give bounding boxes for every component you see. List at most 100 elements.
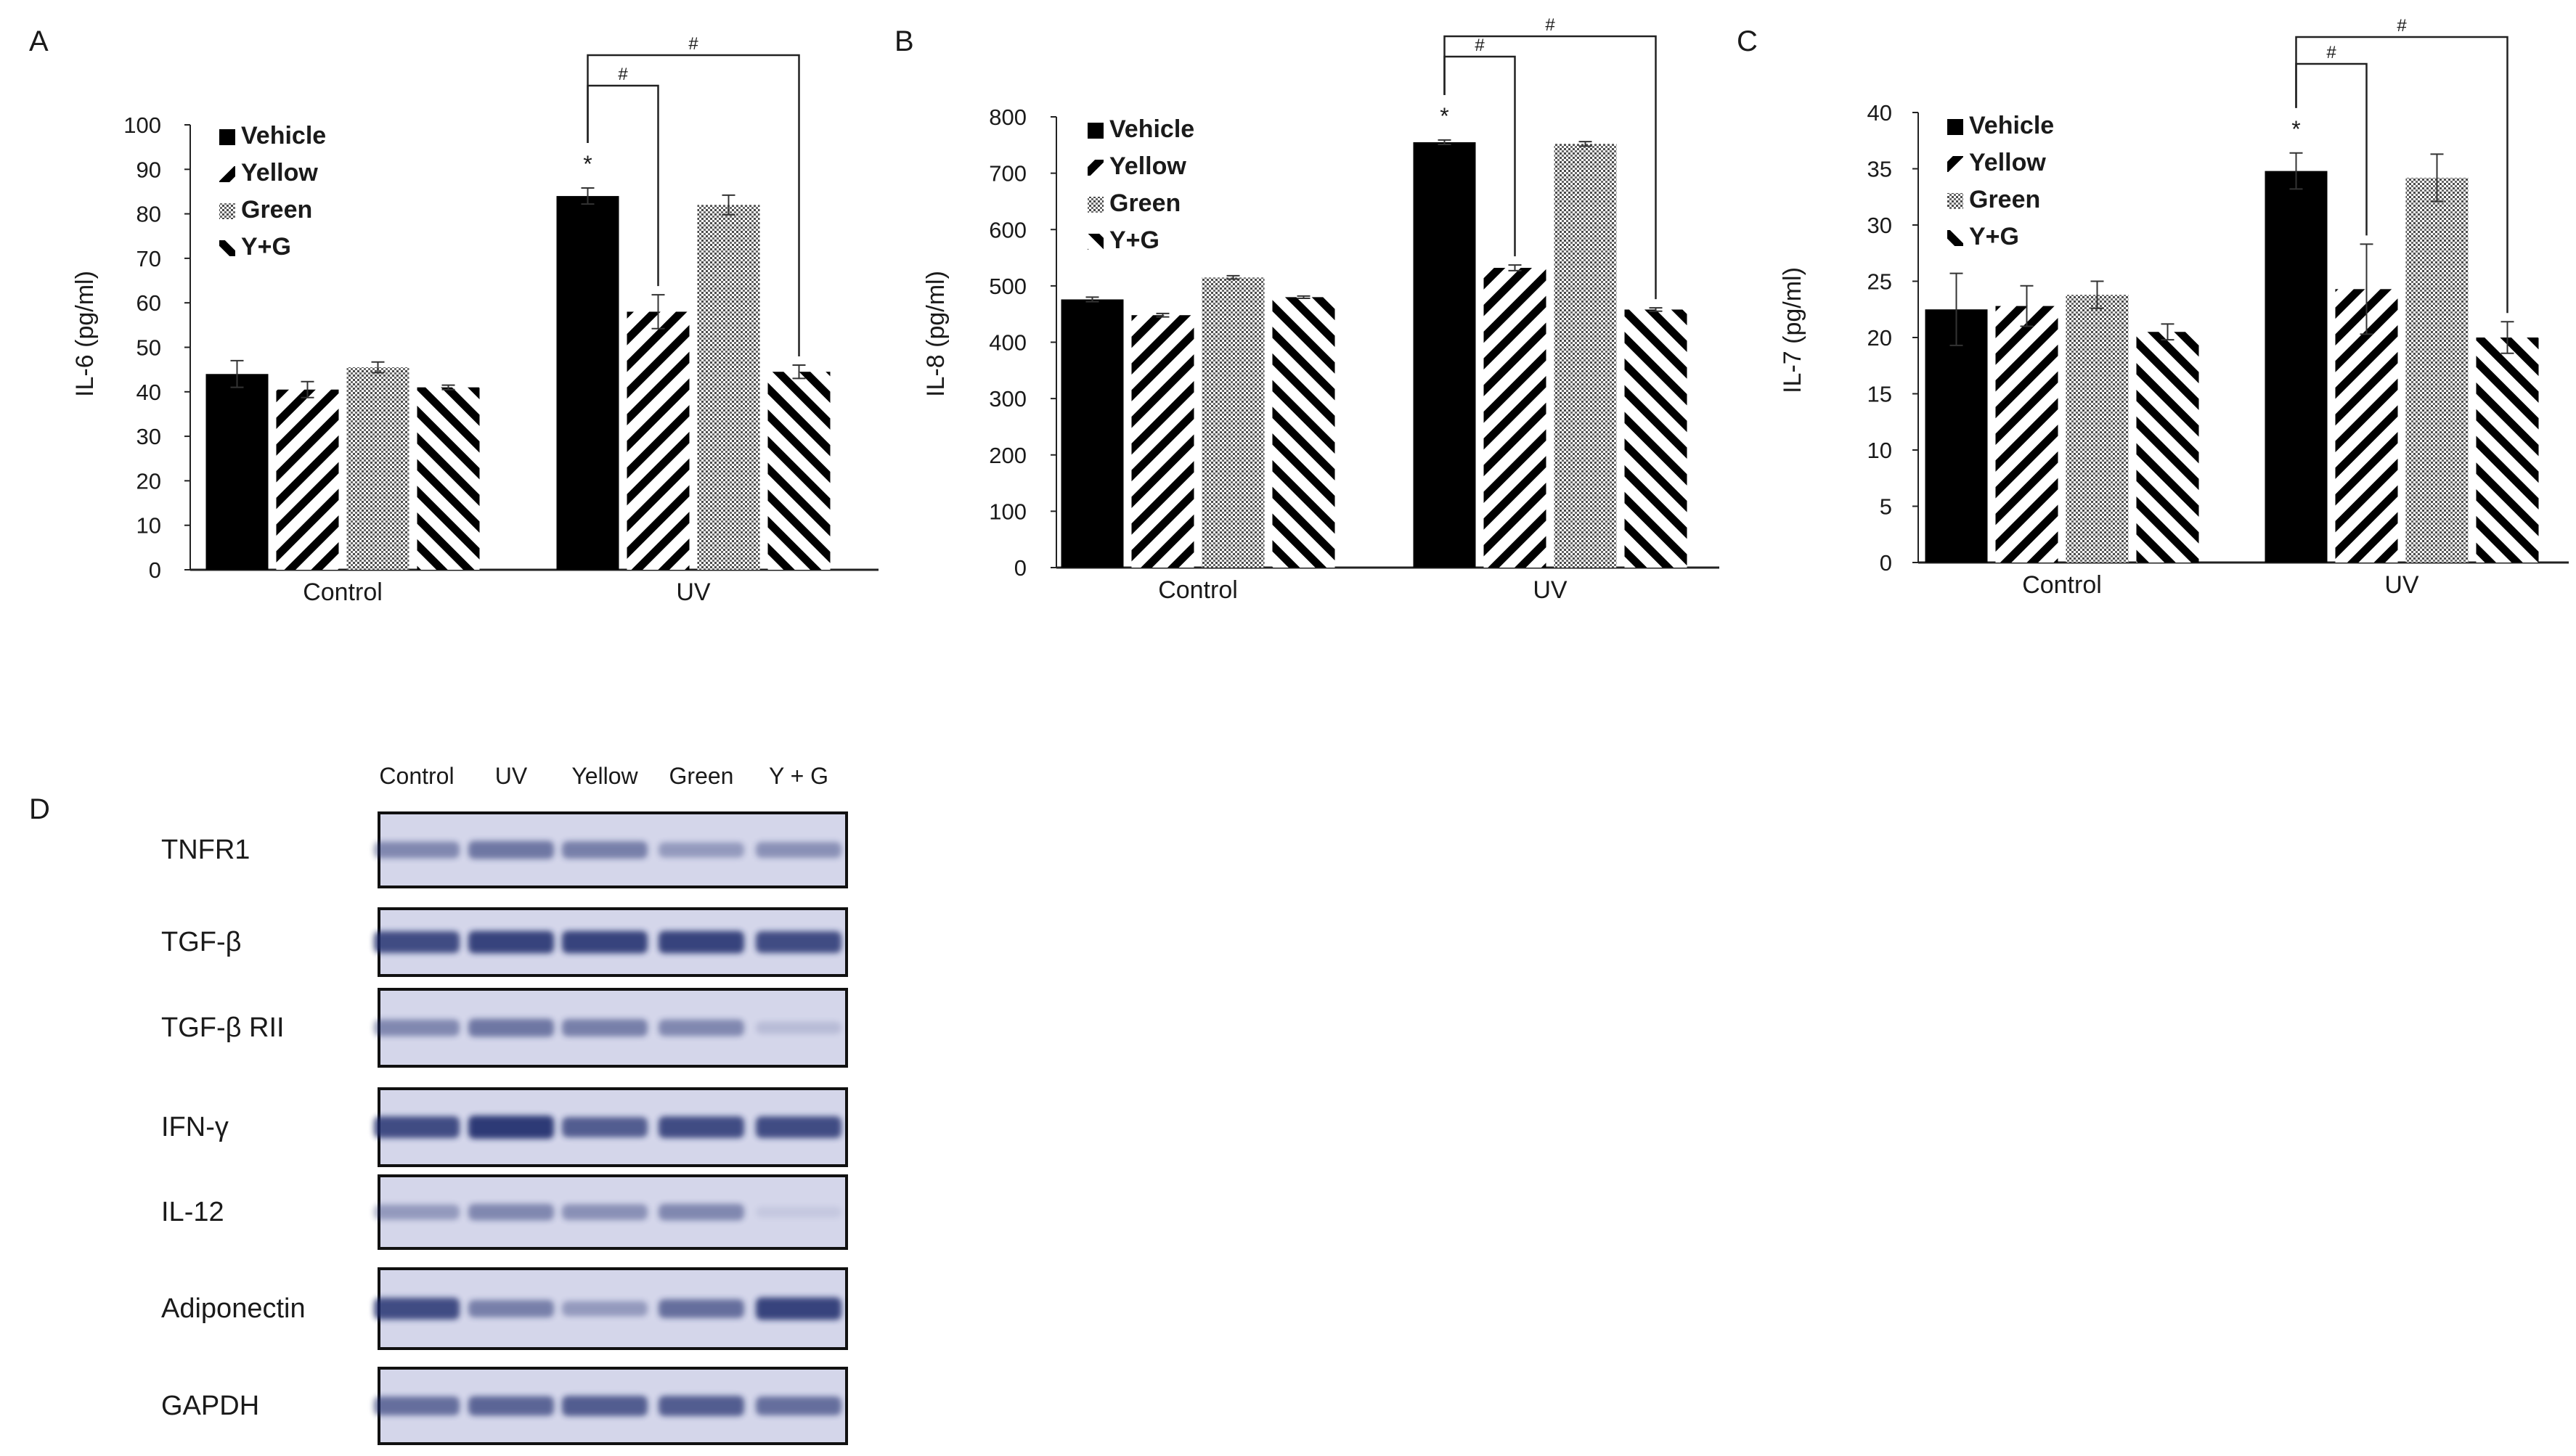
blot-row: TGF-β	[161, 907, 848, 977]
y-tick-label: 5	[1880, 494, 1892, 520]
bar-y-g	[767, 372, 831, 570]
panel-label: C	[1737, 25, 1758, 57]
blot-rows: TNFR1 TGF-β TGF-β RII IFN-γ IL-12 Adiponectin…	[161, 811, 848, 1445]
blot-band	[659, 931, 744, 954]
bracket-label: #	[2326, 43, 2336, 62]
y-tick-label: 700	[989, 161, 1027, 187]
y-tick-label: 100	[123, 113, 161, 138]
legend-label: Y+G	[241, 233, 291, 261]
blot-band	[659, 1116, 744, 1138]
blot-band	[468, 931, 554, 954]
y-tick-label: 300	[989, 386, 1027, 412]
legend-item-green: Green	[1088, 189, 1181, 217]
blot-band	[374, 1116, 460, 1138]
blot-band	[468, 1396, 554, 1416]
blot-band	[374, 841, 460, 859]
blot-row: GAPDH	[161, 1367, 848, 1445]
legend-swatch	[1947, 119, 1963, 135]
bar-yellow	[1483, 268, 1546, 568]
y-tick-label: 30	[136, 424, 161, 449]
significance-star: *	[583, 151, 592, 177]
lane-label: Green	[669, 763, 734, 789]
y-tick-label: 20	[136, 468, 161, 494]
panel-label: B	[894, 25, 914, 57]
bar-y-g	[1272, 297, 1335, 568]
bracket-label: #	[2397, 16, 2407, 36]
chart-panel-a: A IL-6 (pg/ml) 0 10 20 30 40 50 60 70 80 90 100 Con…	[29, 25, 879, 606]
bracket-line	[587, 54, 800, 357]
blot-row-label: IFN-γ	[161, 1112, 229, 1142]
blot-band	[756, 1116, 841, 1138]
bracket-label: #	[618, 65, 628, 84]
bracket-label: #	[688, 34, 698, 54]
significance-star: *	[2291, 116, 2300, 142]
blot-band	[659, 1299, 744, 1318]
y-tick-label: 80	[136, 202, 161, 227]
legend-label: Yellow	[241, 159, 318, 187]
bar-vehicle	[2265, 171, 2328, 563]
legend-label: Vehicle	[1969, 112, 2054, 139]
bar-vehicle	[1061, 299, 1124, 568]
legend-label: Yellow	[1969, 149, 2046, 176]
blot-band	[468, 1116, 554, 1139]
bar-yellow	[276, 389, 339, 570]
bar-vehicle	[556, 196, 619, 570]
legend-label: Vehicle	[241, 122, 326, 150]
blot-row-label: IL-12	[161, 1197, 224, 1227]
y-tick-label: 20	[1867, 325, 1892, 351]
blot-row: Adiponectin	[161, 1267, 848, 1350]
blot-row-label: GAPDH	[161, 1391, 259, 1421]
blot-band	[468, 841, 554, 859]
blot-band	[659, 1396, 744, 1416]
legend-item-y-g: Y+G	[1947, 223, 2019, 250]
y-tick-label: 10	[1867, 438, 1892, 463]
x-category-label: Control	[1158, 576, 1238, 604]
y-tick-label: 0	[1014, 555, 1027, 581]
x-category-label: UV	[1533, 576, 1568, 604]
y-axis-label: IL-6 (pg/ml)	[71, 271, 99, 397]
legend: Vehicle Yellow Green Y+G	[219, 122, 326, 261]
y-tick-label: 400	[989, 330, 1027, 356]
y-tick-label: 0	[149, 557, 161, 583]
legend-label: Green	[1109, 189, 1181, 217]
legend-label: Vehicle	[1109, 115, 1194, 143]
blot-row: TNFR1	[161, 811, 848, 888]
bar-y-g	[2136, 332, 2199, 563]
bar-yellow	[627, 311, 690, 570]
bar-yellow	[1995, 306, 2058, 563]
bar-green	[697, 205, 760, 570]
bracket-line	[2295, 36, 2508, 314]
bar-green	[1202, 277, 1265, 568]
blot-band	[659, 1019, 744, 1036]
blot-band	[756, 931, 841, 953]
significance-star: *	[1440, 103, 1448, 129]
blot-row-label: TGF-β	[161, 927, 242, 957]
y-tick-label: 0	[1880, 550, 1892, 576]
blot-band	[562, 1204, 648, 1220]
lane-label: Control	[379, 763, 454, 789]
legend-swatch	[1947, 156, 1963, 172]
legend-item-green: Green	[1947, 186, 2040, 213]
legend-swatch	[1088, 160, 1104, 176]
axes: 0 100 200 300 400 500 600 700 800 Control UV * # #	[989, 15, 1719, 604]
bar-green	[2066, 295, 2129, 563]
legend-swatch	[219, 203, 235, 219]
y-tick-label: 40	[1867, 100, 1892, 126]
legend-item-vehicle: Vehicle	[1947, 112, 2054, 139]
blot-row-label: TNFR1	[161, 835, 250, 865]
legend: Vehicle Yellow Green Y+G	[1088, 115, 1194, 254]
legend-label: Y+G	[1109, 226, 1159, 254]
legend-swatch	[219, 166, 235, 182]
comparison-bracket: #	[587, 34, 800, 357]
x-category-label: Control	[2022, 571, 2102, 599]
y-tick-label: 10	[136, 513, 161, 539]
blot-band	[374, 1396, 460, 1415]
y-tick-label: 40	[136, 380, 161, 405]
bar-green	[1554, 144, 1617, 568]
bar-green	[2405, 177, 2469, 563]
legend-item-yellow: Yellow	[219, 159, 318, 187]
y-tick-label: 60	[136, 290, 161, 316]
bar-vehicle	[1925, 309, 1988, 563]
blot-band	[468, 1203, 554, 1221]
